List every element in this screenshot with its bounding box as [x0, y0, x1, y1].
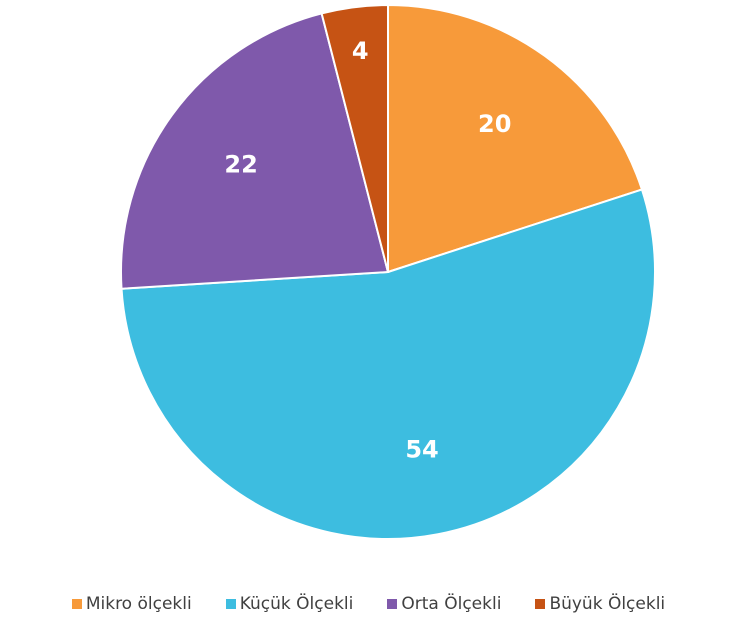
pie-slice	[320, 3, 389, 273]
legend-swatch	[535, 599, 546, 609]
data-label: 20	[478, 110, 511, 138]
legend-item: Mikro ölçekli	[71, 594, 192, 614]
pie-slice	[387, 3, 644, 274]
legend-swatch	[387, 599, 398, 609]
legend-label: Mikro ölçekli	[85, 594, 192, 614]
chart: 20 54 22 4	[120, 3, 656, 540]
legend-label: Büyük Ölçekli	[549, 594, 666, 614]
data-label: 22	[224, 150, 257, 178]
pie-slice	[120, 12, 390, 290]
legend-item: Büyük Ölçekli	[535, 594, 665, 614]
legend-swatch	[71, 599, 82, 609]
legend: Mikro ölçekli Küçük Ölçekli Orta Ölçekli Bü…	[0, 594, 737, 614]
pie-slice	[120, 188, 656, 540]
legend-label: Küçük Ölçekli	[239, 594, 354, 614]
legend-item: Küçük Ölçekli	[225, 594, 354, 614]
data-label: 54	[405, 435, 438, 463]
legend-label: Orta Ölçekli	[401, 594, 502, 614]
legend-swatch	[225, 599, 236, 609]
data-label: 4	[352, 37, 369, 65]
legend-item: Orta Ölçekli	[387, 594, 501, 614]
